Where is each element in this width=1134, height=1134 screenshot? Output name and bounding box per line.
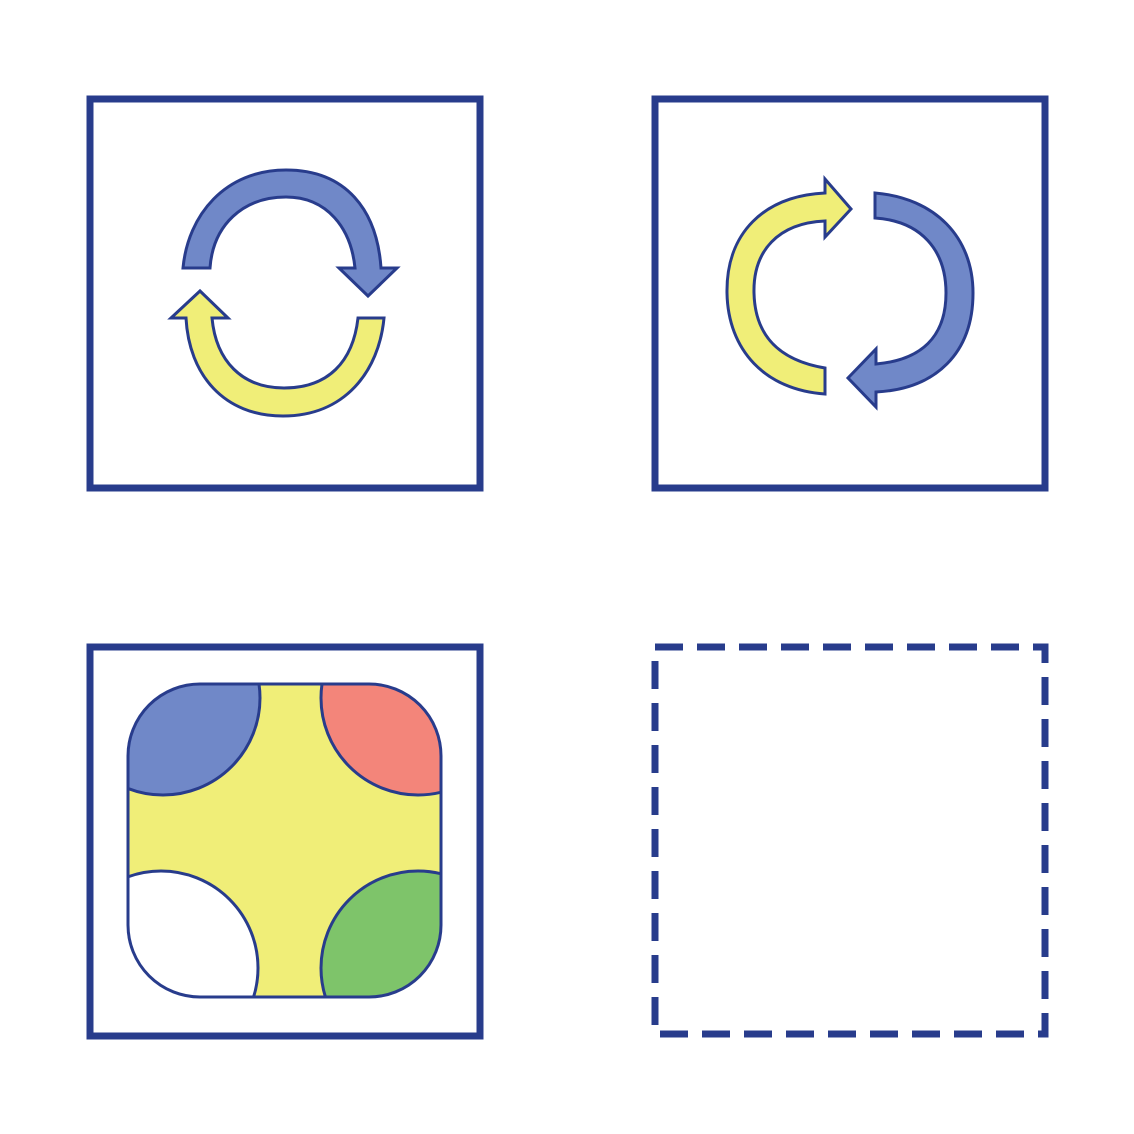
panel-horizontal-cycle	[651, 95, 1049, 492]
panel-empty-slot[interactable]	[651, 643, 1049, 1038]
tile-corner-bottom-right	[319, 869, 441, 997]
tile-corner-bottom-left	[128, 869, 260, 997]
panel-vertical-cycle	[86, 95, 484, 492]
tile-corner-top-right	[319, 684, 441, 797]
four-corner-tile	[126, 682, 443, 999]
panel-four-corner-tile	[86, 643, 484, 1040]
blue-cycle-arrow-icon	[845, 191, 975, 411]
vertical-cycle-arrows	[167, 168, 401, 418]
blue-cycle-arrow-icon	[181, 168, 401, 299]
yellow-cycle-arrow-icon	[725, 174, 854, 396]
tile-corner-top-left	[128, 684, 262, 797]
yellow-cycle-arrow-icon	[167, 288, 386, 418]
horizontal-cycle-arrows	[725, 174, 975, 411]
tile-outline	[126, 682, 443, 999]
